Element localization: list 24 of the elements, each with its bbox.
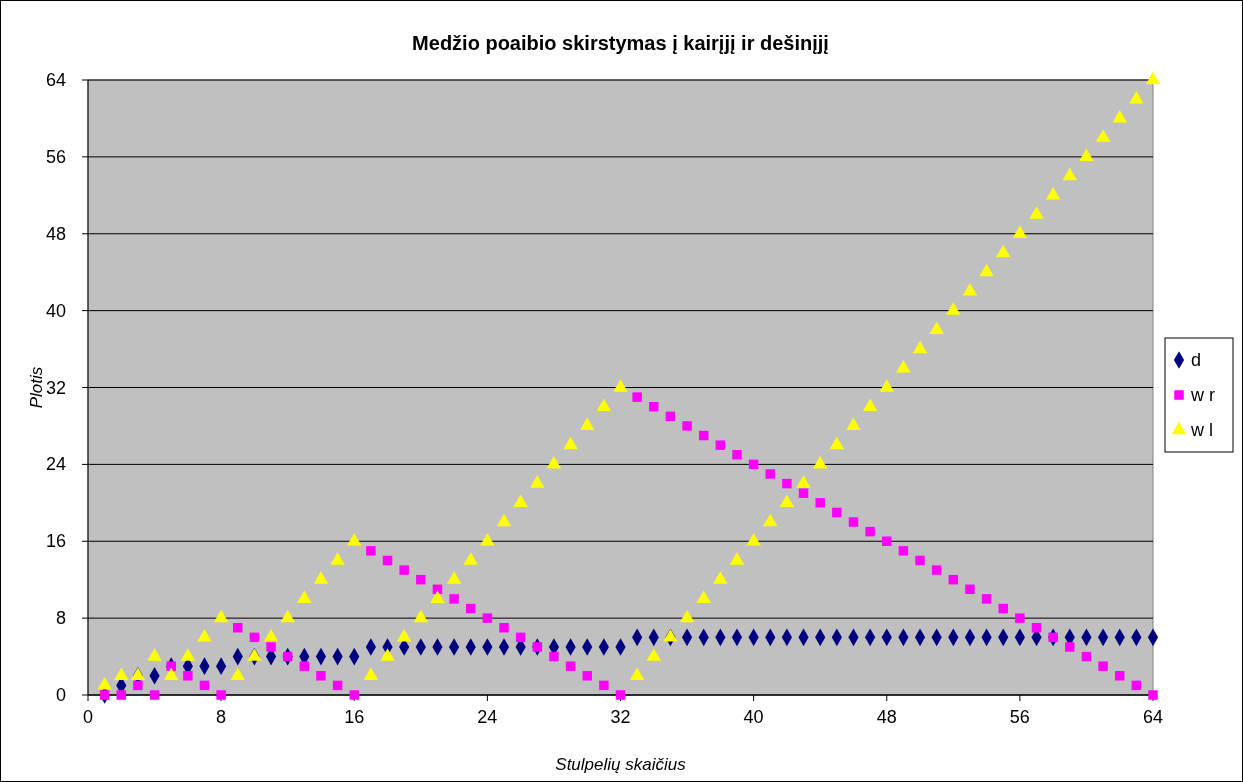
y-tick-label: 48 xyxy=(45,223,66,244)
y-axis-title: Plotis xyxy=(27,366,46,409)
y-tick-label: 24 xyxy=(45,454,66,475)
x-tick-label: 32 xyxy=(610,707,631,727)
legend-label: w r xyxy=(1190,385,1215,405)
x-tick-label: 48 xyxy=(876,707,897,727)
x-tick-label: 16 xyxy=(344,707,365,727)
x-tick-label: 56 xyxy=(1009,707,1030,727)
y-tick-label: 32 xyxy=(45,377,66,398)
y-tick-label: 56 xyxy=(45,146,66,167)
y-tick-label: 40 xyxy=(45,300,66,321)
x-axis-title: Stulpelių skaičius xyxy=(555,755,687,774)
x-tick-label: 40 xyxy=(743,707,764,727)
x-tick-label: 24 xyxy=(477,707,498,727)
chart-title: Medžio poaibio skirstymas į kairįjį ir dešinįjį xyxy=(412,32,829,54)
y-tick-label: 0 xyxy=(55,685,66,705)
y-tick-label: 16 xyxy=(45,531,66,552)
legend-label: w l xyxy=(1190,420,1213,440)
x-tick-label: 64 xyxy=(1142,707,1164,727)
legend-label: d xyxy=(1191,350,1202,370)
y-tick-label: 64 xyxy=(45,70,66,90)
y-tick-label: 8 xyxy=(55,608,66,629)
x-tick-label: 8 xyxy=(216,707,227,727)
x-tick-label: 0 xyxy=(82,707,94,727)
